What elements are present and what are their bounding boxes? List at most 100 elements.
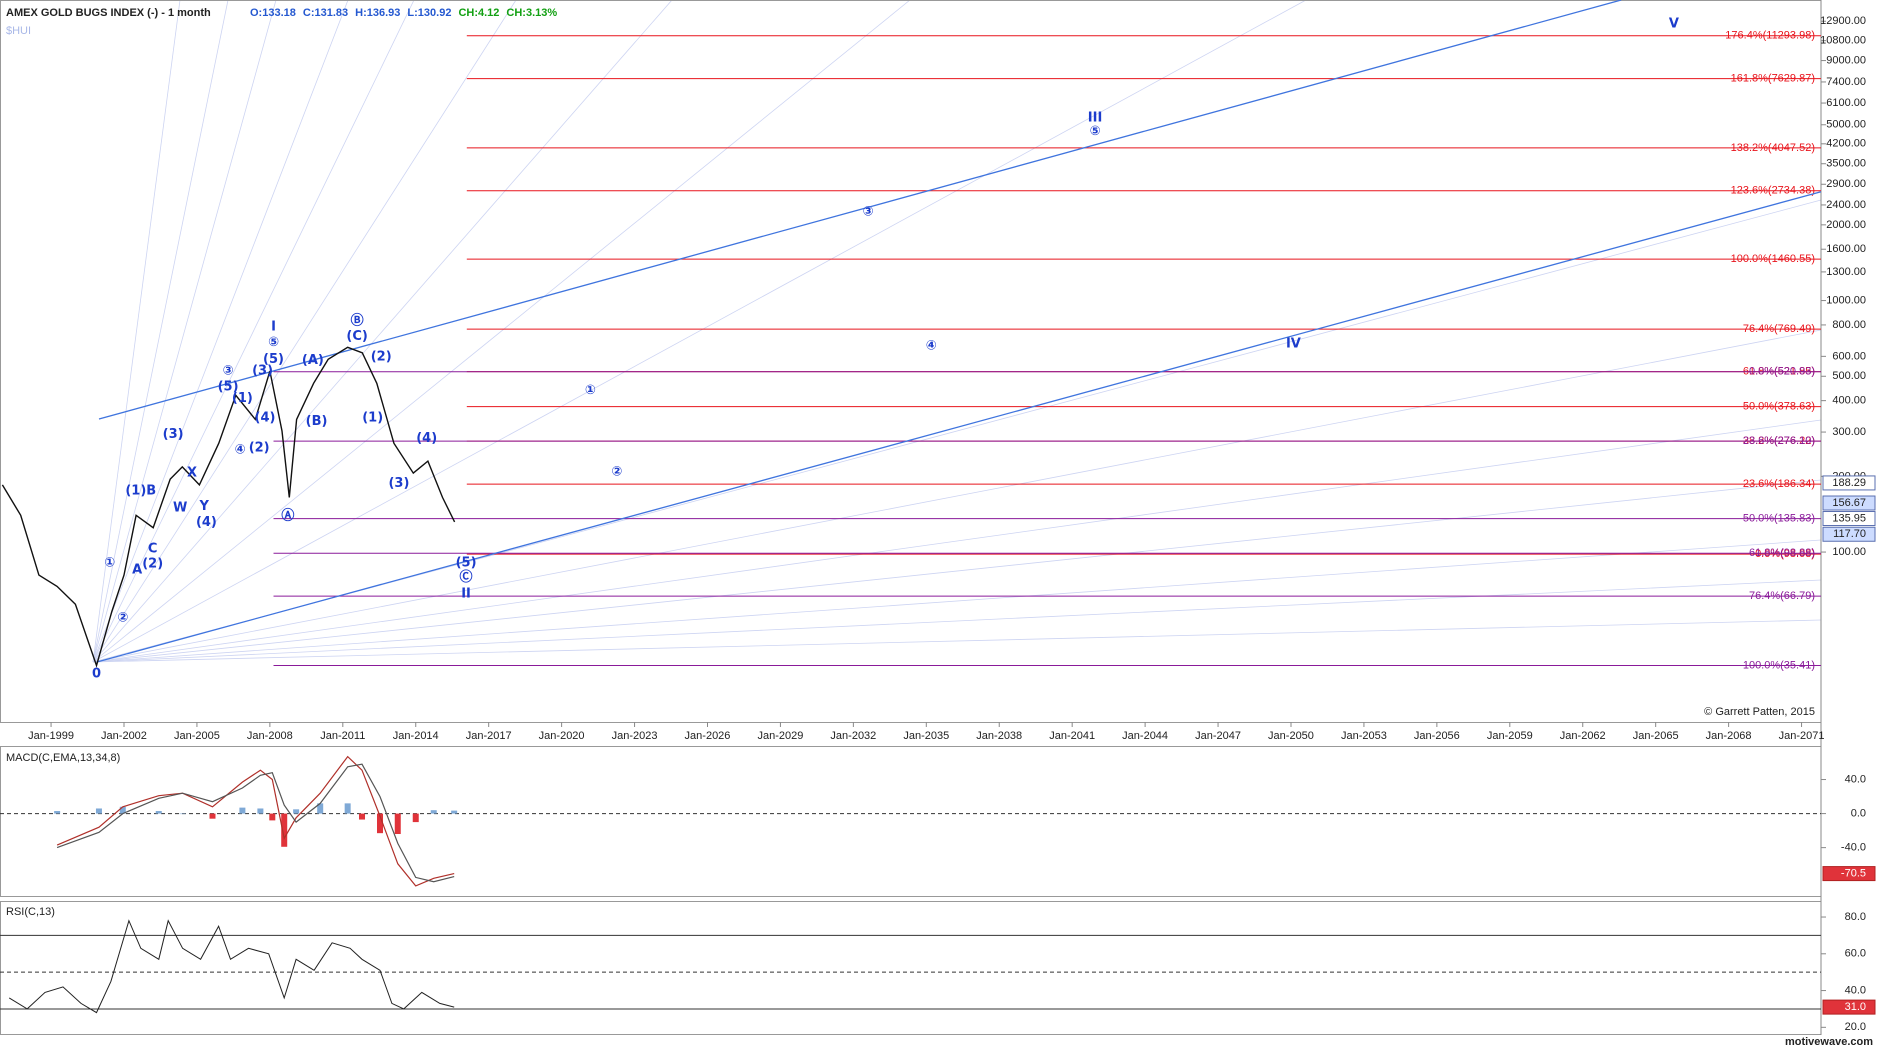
histogram-bar — [412, 813, 419, 823]
value-box — [1822, 475, 1876, 491]
wave-label: I — [271, 319, 276, 334]
chart-title: AMEX GOLD BUGS INDEX (-) - 1 month — [6, 7, 211, 19]
y-tick-label: -40.0 — [1841, 842, 1866, 854]
x-tick-label: Jan-2005 — [174, 730, 220, 742]
rsi-title: RSI(C,13) — [6, 906, 55, 918]
wave-label: ② — [611, 465, 622, 480]
wave-label: Ⓐ — [281, 508, 294, 524]
price-line — [1, 346, 456, 668]
histogram-bar — [119, 806, 126, 814]
fib-label: 61.8%(98.88) — [1749, 547, 1815, 559]
wave-label: ② — [117, 610, 128, 625]
wave-label: II — [461, 587, 471, 602]
wave-label: V — [1669, 16, 1679, 31]
x-tick-label: Jan-2020 — [539, 730, 585, 742]
y-tick-label: 400.00 — [1832, 395, 1866, 407]
x-tick-label: Jan-2047 — [1195, 730, 1241, 742]
value-box — [1822, 495, 1876, 511]
y-tick-label: 3500.00 — [1826, 158, 1866, 170]
fan-line — [92, 419, 1822, 663]
wave-label: (2) — [249, 441, 270, 456]
histogram-bar — [269, 813, 276, 821]
wave-label: Y — [199, 499, 210, 514]
fib-label: 138.2%(4047.52) — [1731, 142, 1815, 154]
symbol: $HUI — [6, 25, 31, 37]
histogram-bar — [257, 808, 264, 814]
histogram-bar — [430, 810, 437, 814]
wave-label: ① — [585, 383, 596, 398]
fan-line — [92, 479, 1822, 663]
y-tick-label: 1300.00 — [1826, 266, 1866, 278]
x-tick-label: Jan-2053 — [1341, 730, 1387, 742]
wave-label: (4) — [196, 515, 217, 530]
wave-label: (5) — [218, 379, 239, 394]
y-tick-label: 100.00 — [1832, 546, 1866, 558]
stat: CH:4.12 — [458, 7, 499, 19]
value-box-label: 156.67 — [1832, 497, 1866, 509]
wave-label: W — [173, 500, 187, 515]
stat: CH:3.13% — [506, 7, 557, 19]
value-box-label: 117.70 — [1833, 528, 1866, 540]
histogram-bar — [344, 803, 351, 814]
y-tick-label: 80.0 — [1845, 911, 1866, 923]
histogram-bar — [239, 807, 246, 814]
wave-label: (4) — [416, 431, 437, 446]
fan-line — [92, 329, 1822, 663]
histogram-bar — [155, 811, 162, 814]
histogram-bar — [451, 810, 458, 814]
fan-line — [92, 619, 1822, 663]
y-tick-label: 10800.00 — [1820, 35, 1866, 47]
y-tick-label: 12900.00 — [1820, 15, 1866, 27]
y-tick-label: 300.00 — [1832, 426, 1866, 438]
wave-label: ① — [104, 555, 115, 570]
fan-line — [92, 0, 517, 663]
macd-line — [56, 755, 455, 887]
x-tick-label: Jan-2014 — [393, 730, 439, 742]
fib-label: 23.6%(276.10) — [1743, 435, 1815, 447]
value-box-label: -70.5 — [1841, 867, 1866, 879]
fan-line — [92, 0, 229, 663]
x-tick-label: Jan-2044 — [1122, 730, 1168, 742]
y-tick-label: 2900.00 — [1826, 178, 1866, 190]
trendline — [96, 191, 1822, 663]
fan-lines — [92, 0, 1822, 663]
y-tick-label: 800.00 — [1832, 319, 1866, 331]
wave-label: ⑤ — [1090, 124, 1101, 139]
value-box-label: 188.29 — [1832, 477, 1866, 489]
x-tick-label: Jan-2068 — [1706, 730, 1752, 742]
stat: O:133.18 — [250, 7, 296, 19]
wave-label: (3) — [388, 476, 409, 491]
x-tick-label: Jan-2071 — [1779, 730, 1825, 742]
fan-line — [92, 0, 911, 663]
wave-label: (C) — [346, 329, 367, 344]
x-tick-label: Jan-2032 — [830, 730, 876, 742]
wave-label: C — [148, 541, 158, 556]
histogram-bar — [179, 813, 186, 815]
wave-label: Ⓑ — [351, 312, 364, 328]
wave-label: ④ — [926, 339, 937, 354]
y-tick-label: 40.0 — [1845, 984, 1866, 996]
x-tick-label: Jan-2008 — [247, 730, 293, 742]
fib-label: 0.0%(98.08) — [1755, 548, 1815, 560]
fib-label: 23.6%(186.34) — [1743, 478, 1815, 490]
credit: © Garrett Patten, 2015 — [1704, 706, 1815, 718]
value-box — [1822, 526, 1876, 542]
histogram-bar — [95, 808, 102, 814]
macd-title: MACD(C,EMA,13,34,8) — [6, 752, 120, 764]
value-box — [1822, 866, 1876, 882]
y-tick-label: 2400.00 — [1826, 199, 1866, 211]
value-box — [1822, 511, 1876, 527]
y-tick-label: 20.0 — [1845, 1021, 1866, 1033]
y-tick-label: 1600.00 — [1826, 243, 1866, 255]
wave-label: (5) — [456, 555, 477, 570]
x-tick-label: Jan-2062 — [1560, 730, 1606, 742]
wave-label: A — [132, 563, 142, 578]
wave-label: ⑤ — [268, 335, 279, 350]
fan-line — [92, 579, 1822, 663]
stat: C:131.83 — [303, 7, 348, 19]
wave-label: (1) — [232, 391, 253, 406]
y-tick-label: 40.0 — [1845, 773, 1866, 785]
histogram-bar — [293, 809, 300, 814]
histogram-bar — [209, 813, 216, 819]
fib-label: 76.4%(769.49) — [1743, 323, 1815, 335]
